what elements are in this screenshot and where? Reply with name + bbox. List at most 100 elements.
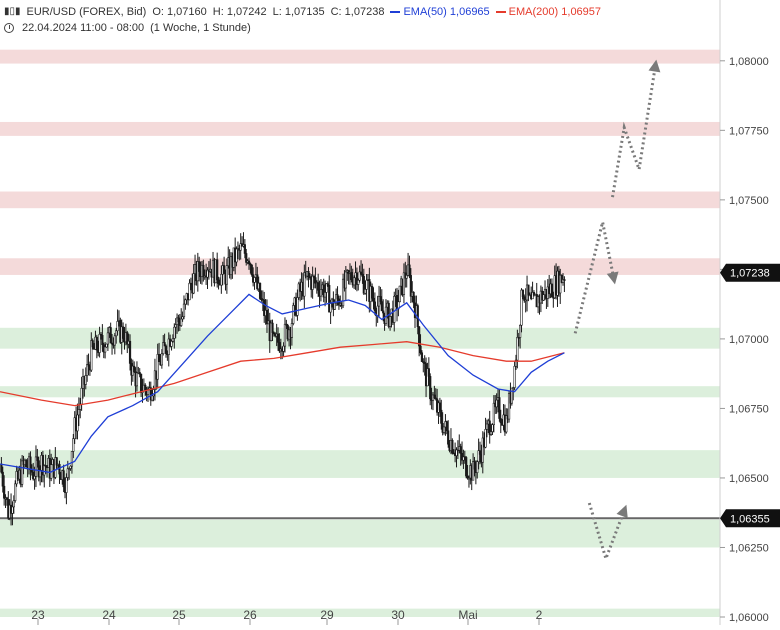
support-zone [0,450,720,478]
candle-body [33,475,36,480]
candle-body [104,346,107,353]
candle-body [128,340,132,364]
candle-body [54,457,57,478]
candle-body [326,283,329,286]
candle-body [382,310,385,314]
candle-body [447,430,450,445]
candle-body [220,273,223,286]
candle-body [350,271,353,280]
candle-body [357,279,360,285]
candle-body [532,292,536,295]
candle-body [29,456,32,471]
resistance-zone [0,121,720,136]
y-tick-label: 1,07750 [729,125,769,137]
candle-body [495,399,498,408]
candle-body [445,421,448,432]
candle-body [423,361,426,364]
candle-body [488,420,491,435]
candle-body [384,306,388,324]
candle-body [353,277,356,286]
candle-body [14,483,17,501]
candle-body [442,426,446,433]
candle-body [109,327,112,344]
projection-arrows [573,59,661,564]
candle-body [519,324,522,338]
candle-body [524,299,527,302]
price-badge [720,263,780,282]
candle-body [156,354,159,380]
ema50-layer [0,293,565,474]
candle-body [55,457,58,466]
candle-body [484,429,487,448]
candle-body [11,506,14,514]
candle-body [388,316,392,327]
candle-body [133,365,136,373]
candle-body [37,460,40,478]
candle-body [491,424,494,432]
candle-body [409,275,412,297]
candle-body [140,373,143,393]
candle-body [247,260,251,265]
candle-body [505,415,508,433]
candle-body [489,431,493,435]
x-axis: 23 24 25 26 29 30 Mai 2 [31,608,543,625]
candle-body [373,301,376,312]
candle-body [471,461,475,481]
candle-body [239,243,242,251]
x-tick-label: 2 [536,608,543,622]
y-tick-label: 1,08000 [729,56,769,68]
candle-body [43,465,46,476]
ema200-line [0,341,565,407]
candles [0,232,566,526]
x-tick-label: 24 [102,608,116,622]
candle-body [58,464,61,475]
candle-body [223,265,226,274]
price-badges: 1,07238 1,06355 [720,263,780,528]
candle-body [95,336,98,351]
candle-body [164,345,168,354]
candle-body [322,284,325,298]
candle-body [285,323,288,326]
ohlc-low: L: 1,07135 [272,6,325,18]
candle-body [512,387,515,389]
candle-body [1,471,4,487]
candle-body [303,272,306,297]
legend-ema200: EMA(200) 1,06957 [495,4,601,20]
candle-body [152,389,155,397]
candle-body [68,468,71,470]
candle-body [265,310,269,325]
clock-icon [4,23,14,33]
candle-body [116,321,119,332]
candle-body [498,397,501,419]
candle-body [355,272,359,285]
candle-body [115,330,118,337]
candle-body [344,271,347,289]
candle-body [290,323,293,338]
candle-body [198,261,201,272]
price-badge-label: 1,06355 [730,513,770,525]
candle-body [62,470,65,488]
candle-body [314,277,317,284]
range-label: (1 Woche, 1 Stunde) [150,22,251,34]
candle-body [44,465,47,467]
candle-body [514,359,518,367]
y-tick-label: 1,06250 [729,542,769,554]
candle-body [258,282,262,299]
candle-body [319,289,323,297]
candle-body [32,471,35,480]
candle-body [206,269,209,278]
candle-body [420,352,424,362]
candle-body [174,324,177,328]
candle-body [80,387,83,405]
candle-body [86,364,89,376]
candle-body [3,485,6,499]
candle-body [478,450,482,455]
candle-body [347,270,350,274]
candle-body [182,303,186,318]
candle-body [516,336,519,361]
candle-body [459,446,462,454]
support-zone [0,386,720,398]
candle-body [106,332,109,345]
candle-body [393,296,396,323]
